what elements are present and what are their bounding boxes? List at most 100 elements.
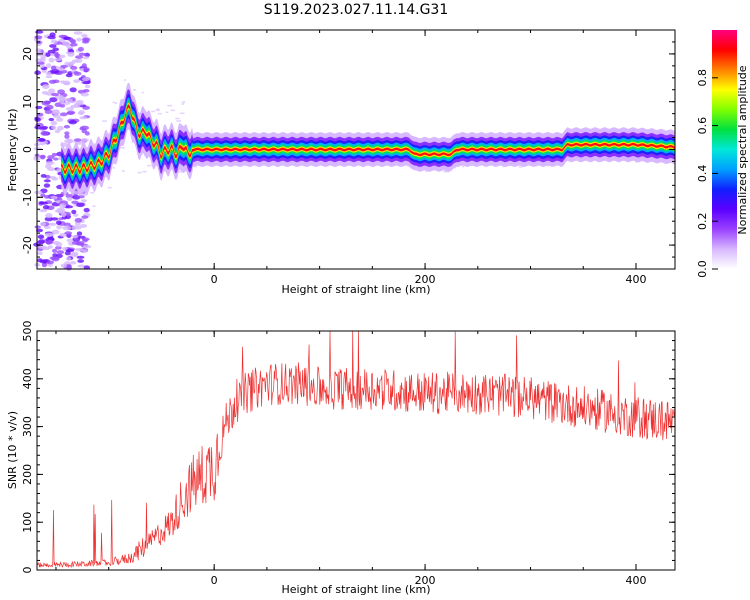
spectrogram-noise-cell: [141, 91, 144, 94]
spectrogram-noise-cell: [74, 248, 84, 252]
spectrogram-noise-cell: [73, 71, 79, 75]
spectrogram-noise-cell: [41, 90, 49, 95]
spectrogram-noise-cell: [181, 101, 186, 103]
spectrogram-noise-cell: [52, 114, 61, 119]
spectrogram-noise-cell: [62, 225, 72, 231]
spectrogram-y-tick-label: 0: [21, 146, 34, 153]
spectrogram-noise-cell: [48, 117, 55, 122]
spectrogram-noise-cell: [167, 104, 173, 107]
snr-x-axis-label: Height of straight line (km): [281, 583, 430, 596]
spectrogram-noise-cell: [83, 67, 90, 72]
spectrogram-noise-cell: [50, 65, 57, 70]
spectrogram-noise-cell: [147, 164, 152, 167]
spectrogram-noise-cell: [165, 111, 169, 114]
spectrogram-noise-cell: [46, 104, 54, 110]
spectrogram-noise-cell: [425, 170, 429, 172]
spectrogram-noise-cell: [79, 116, 88, 120]
spectrogram-noise-cell: [80, 223, 88, 228]
spectrogram-noise-cell: [444, 170, 450, 173]
spectrogram-noise-cell: [75, 58, 83, 63]
spectrogram-noise-cell: [50, 120, 58, 126]
spectrogram-noise-cell: [92, 205, 96, 207]
spectrogram-noise-cell: [57, 89, 65, 95]
spectrogram-noise-cell: [114, 102, 118, 104]
spectrogram-noise-cell: [76, 202, 85, 208]
spectrogram-noise-cell: [42, 205, 50, 210]
spectrogram-noise-cell: [64, 250, 71, 256]
spectrogram-y-tick-label: 20: [21, 47, 34, 61]
spectrogram-noise-cell: [45, 52, 51, 57]
spectrogram-noise-cell: [44, 109, 53, 115]
spectrogram-noise-cell: [45, 161, 55, 166]
spectrogram-noise-cell: [82, 238, 88, 243]
spectrogram-noise-cell: [34, 225, 41, 229]
spectrogram-noise-cell: [45, 213, 53, 219]
spectrogram-noise-cell: [35, 105, 43, 110]
spectrogram-noise-cell: [38, 138, 46, 142]
spectrogram-noise-cell: [49, 44, 57, 48]
spectrogram-noise-cell: [84, 52, 90, 58]
spectrogram-noise-cell: [75, 101, 84, 106]
spectrogram-panel: 0 200 400 -20 -10 0 10 20 Height of straight l…: [6, 29, 677, 296]
spectrogram-noise-cell: [68, 120, 78, 125]
spectrogram-noise-cell: [65, 265, 72, 271]
snr-x-ticks: 0 200 400: [55, 331, 646, 587]
spectrogram-x-tick-label: 0: [211, 273, 218, 286]
spectrogram-noise-cell: [41, 101, 51, 106]
spectrogram-noise-cell: [62, 41, 70, 47]
spectrogram-noise-cell: [81, 63, 87, 69]
spectrogram-y-axis-label: Frequency (Hz): [6, 109, 19, 192]
spectrogram-noise-cell: [70, 40, 77, 44]
spectrogram-noise-cell: [48, 88, 56, 94]
spectrogram-noise-cell: [81, 215, 89, 219]
spectrogram-noise-cell: [82, 245, 92, 249]
spectrogram-noise-cell: [63, 124, 71, 129]
spectrogram-noise-cell: [64, 134, 70, 139]
spectrogram-noise-cell: [44, 195, 50, 199]
spectrogram-noise-cell: [52, 248, 58, 253]
spectrogram-noise-cell: [83, 88, 90, 93]
spectrogram-noise-cell: [132, 89, 137, 91]
spectrogram-noise-cell: [48, 57, 55, 63]
colorbar-tick-label: 0.6: [696, 117, 709, 135]
spectrogram-noise-cell: [50, 69, 60, 74]
spectrogram-noise-cell: [69, 42, 78, 47]
spectrogram-noise-cell: [54, 245, 62, 250]
spectrogram-noise-cell: [43, 179, 51, 183]
spectrogram-noise-cell: [45, 63, 52, 69]
spectrogram-noise-cell: [82, 80, 91, 85]
spectrogram-noise-cell: [49, 32, 56, 37]
spectrogram-noise-cell: [107, 186, 112, 189]
spectrogram-noise-cell: [80, 138, 89, 142]
spectrogram-noise-cell: [84, 84, 91, 89]
snr-y-ticks: 0 100 200 300 400 500: [21, 321, 675, 574]
spectrogram-noise-cell: [122, 170, 125, 172]
spectrogram-noise-cell: [43, 183, 51, 188]
spectrogram-noise-cell: [71, 241, 81, 245]
spectrogram-noise-cell: [80, 125, 90, 131]
spectrogram-noise-cell: [71, 225, 77, 231]
spectrogram-noise-cell: [59, 203, 67, 209]
spectrogram-noise-cell: [50, 195, 58, 200]
spectrogram-noise-cell: [73, 79, 81, 83]
spectrogram-noise-cell: [56, 125, 64, 131]
spectrogram-noise-cell: [53, 157, 59, 161]
spectrogram-noise-cell: [112, 101, 116, 104]
spectrogram-noise-cell: [78, 52, 86, 56]
spectrogram-noise-cell: [76, 255, 85, 259]
spectrogram-noise-cell: [80, 92, 89, 97]
spectrogram-noise-cell: [64, 261, 71, 265]
spectrogram-ridge-band: [61, 94, 676, 185]
spectrogram-noise-cell: [54, 53, 60, 58]
spectrogram-noise-cell: [44, 216, 54, 222]
spectrogram-noise-cell: [60, 263, 68, 268]
spectrogram-noise-cell: [34, 117, 42, 122]
spectrogram-noise-cell: [52, 110, 61, 116]
spectrogram-noise-cell: [35, 228, 43, 233]
spectrogram-noise-cell: [75, 225, 82, 230]
spectrogram-noise-cell: [59, 80, 66, 84]
spectrogram-noise-cell: [42, 246, 51, 251]
spectrogram-y-tick-label: 10: [21, 95, 34, 109]
spectrogram-noise-cell: [112, 167, 116, 169]
spectrogram-noise-cell: [64, 36, 71, 40]
